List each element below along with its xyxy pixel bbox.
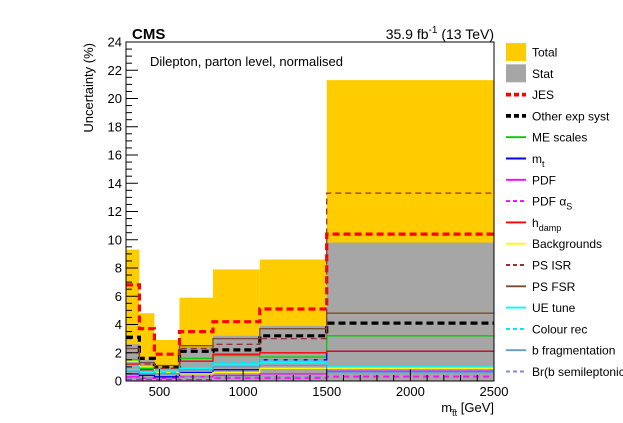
y-tick-label: 22 [108,63,122,78]
h-damp-line [126,350,494,375]
x-tick-label: 2000 [396,384,425,399]
annotation-label: Dilepton, parton level, normalised [150,54,343,69]
y-tick-label: 16 [108,148,122,163]
legend-label-ps-isr: PS ISR [532,259,572,273]
stat-bar-0 [126,344,140,381]
plot-area [126,80,494,381]
legend-label-stat: Stat [532,67,554,81]
y-tick-label: 0 [115,374,122,389]
x-tick-label: 2500 [480,384,509,399]
legend-swatch-stat [506,64,526,83]
legend-label-colour-rec: Colour rec [532,322,587,336]
b-fragmentation-line [126,364,494,375]
m-t-line [126,350,494,378]
y-tick-label: 12 [108,204,122,219]
stat-bar-4 [212,335,260,381]
other-exp-syst-line [126,321,494,369]
y-tick-label: 6 [115,289,122,304]
legend-label-jes: JES [532,88,554,102]
stat-bar-6 [326,242,494,381]
legend-label-m-t: mt [532,152,545,169]
legend-label-h-damp: hdamp [532,216,561,233]
legend-label-other-exp-syst: Other exp syst [532,109,610,123]
ps-fsr-line [126,312,494,367]
y-tick-label: 2 [115,345,122,360]
legend-label-b-fragmentation: b fragmentation [532,344,615,358]
y-tick-label: 20 [108,91,122,106]
y-tick-label: 24 [108,35,122,50]
jes-line [126,232,494,356]
x-tick-label: 1500 [312,384,341,399]
legend-label-backgrounds: Backgrounds [532,237,602,251]
legend-label-pdf-s: PDF αS [532,195,572,212]
legend-swatch-total [506,43,526,61]
x-tick-label: 1000 [229,384,258,399]
ps-isr-line [126,192,494,369]
legend-label-ps-fsr: PS FSR [532,280,576,294]
legend-label-ue-tune: UE tune [532,301,576,315]
experiment-label: CMS [132,26,165,43]
y-tick-label: 10 [108,232,122,247]
legend-label-pdf: PDF [532,173,556,187]
x-tick-label: 500 [149,384,171,399]
y-axis-label: Uncertainty (%) [81,43,96,133]
legend-label-br-b-semileptonic: Br(b semileptonic) [532,365,623,379]
y-tick-label: 4 [115,317,122,332]
x-axis-label: mt̅t [GeV] [441,400,494,418]
legend: Total Stat JES Other exp syst ME scales mt PDF… [506,43,623,379]
me-scales-line [126,335,494,375]
stat-bar-5 [259,325,327,381]
ue-tune-line [126,361,494,374]
lumi-label: 35.9 fb-1 (13 TeV) [386,25,494,42]
colour-rec-line [126,359,494,374]
legend-label-total: Total [532,46,557,60]
legend-label-me-scales: ME scales [532,131,587,145]
y-tick-label: 18 [108,119,122,134]
y-tick-label: 14 [108,176,122,191]
y-tick-label: 8 [115,261,122,276]
